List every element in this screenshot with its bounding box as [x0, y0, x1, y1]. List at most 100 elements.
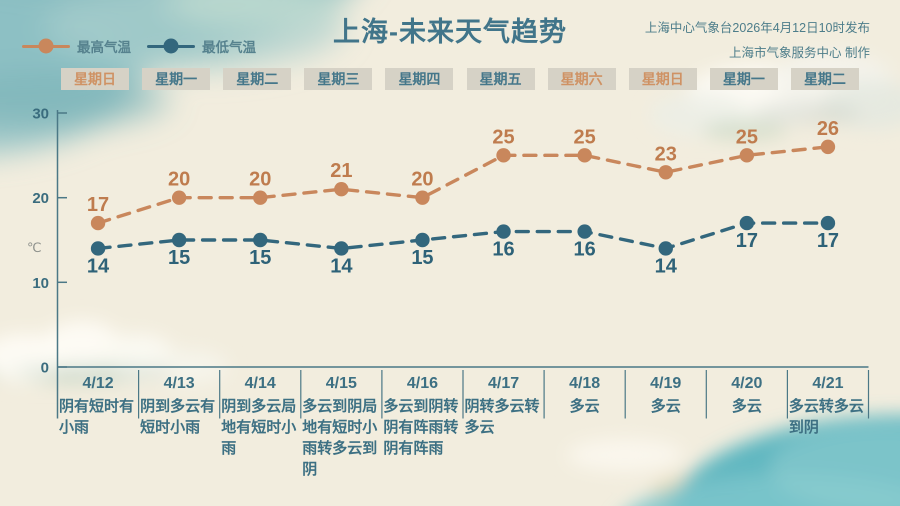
- publisher-info: 上海中心气象台2026年4月12日10时发布 上海市气象服务中心 制作: [645, 16, 870, 66]
- legend-label-max: 最高气温: [77, 40, 131, 55]
- value-label-0-2: 20: [249, 169, 271, 191]
- data-point-1-7: [658, 241, 673, 256]
- ytick-10: 10: [32, 275, 49, 292]
- forecast-cell-9: 4/21 多云转多云到阴: [789, 371, 867, 438]
- ytick-0: 0: [41, 360, 49, 377]
- data-point-0-6: [577, 148, 592, 163]
- forecast-condition-2: 阴到多云局地有短时小雨: [221, 398, 297, 457]
- forecast-condition-8: 多云: [731, 398, 762, 415]
- data-point-1-3: [334, 241, 349, 256]
- value-label-1-8: 17: [736, 230, 758, 252]
- value-label-0-7: 23: [655, 143, 677, 165]
- forecast-cell-8: 4/20 多云: [708, 371, 786, 417]
- value-label-0-8: 25: [736, 126, 758, 148]
- data-point-1-6: [577, 224, 592, 239]
- data-point-1-8: [739, 215, 755, 231]
- ytick-20: 20: [32, 190, 49, 207]
- value-label-1-6: 16: [574, 239, 596, 261]
- weekday-chip-3: 星期三: [304, 68, 373, 90]
- value-label-0-1: 20: [168, 169, 190, 191]
- value-label-1-1: 15: [168, 247, 190, 269]
- forecast-cell-3: 4/15 多云到阴局地有短时小雨转多云到阴: [302, 371, 380, 480]
- data-point-0-4: [415, 190, 430, 205]
- data-point-0-3: [334, 181, 349, 197]
- value-label-1-3: 14: [330, 255, 353, 277]
- data-point-1-0: [90, 241, 106, 256]
- cloud-top-right: [650, 52, 900, 140]
- forecast-cell-7: 4/19 多云: [627, 371, 705, 417]
- forecast-condition-4: 多云到阴转阴有阵雨转阴有阵雨: [383, 398, 459, 457]
- forecast-condition-6: 多云: [569, 398, 600, 415]
- series-line-1: [96, 221, 830, 251]
- data-point-0-0: [90, 215, 106, 231]
- forecast-condition-7: 多云: [650, 398, 681, 415]
- forecast-date-2: 4/14: [244, 375, 276, 392]
- weekday-chip-4: 星期四: [385, 68, 454, 90]
- max-temp-marker-icon: [22, 38, 70, 54]
- forecast-date-3: 4/15: [325, 375, 357, 392]
- data-point-0-2: [253, 190, 268, 205]
- legend-item-max-temp: 最高气温: [22, 36, 131, 56]
- ytick-30: 30: [32, 106, 49, 123]
- forecast-cell-6: 4/18 多云: [546, 371, 624, 417]
- min-temp-marker-icon: [147, 38, 195, 54]
- forecast-date-1: 4/13: [163, 375, 195, 392]
- value-label-1-2: 15: [249, 247, 271, 269]
- page-title: 上海-未来天气趋势: [333, 17, 567, 47]
- value-label-1-4: 15: [411, 247, 433, 269]
- data-point-0-7: [658, 165, 673, 180]
- forecast-condition-3: 多云到阴局地有短时小雨转多云到阴: [302, 398, 378, 478]
- forecast-condition-5: 阴转多云转多云: [464, 398, 540, 436]
- forecast-cell-4: 4/16 多云到阴转阴有阵雨转阴有阵雨: [383, 371, 461, 459]
- forecast-date-6: 4/18: [569, 375, 601, 392]
- weekday-chip-9: 星期二: [790, 68, 859, 90]
- issued-line: 上海中心气象台2026年4月12日10时发布: [644, 21, 870, 35]
- legend-label-min: 最低气温: [202, 40, 256, 55]
- forecast-condition-9: 多云转多云到阴: [788, 398, 864, 436]
- forecast-condition-1: 阴到多云有短时小雨: [140, 398, 216, 436]
- forecast-date-4: 4/16: [406, 375, 438, 392]
- forecast-date-0: 4/12: [82, 375, 114, 392]
- value-label-1-0: 14: [87, 255, 110, 277]
- data-point-0-5: [496, 148, 511, 163]
- chart-legend: 最高气温 最低气温: [22, 36, 256, 56]
- forecast-date-5: 4/17: [487, 375, 520, 392]
- forecast-date-8: 4/20: [731, 375, 763, 392]
- forecast-cell-1: 4/13 阴到多云有短时小雨: [140, 371, 218, 438]
- value-label-1-9: 17: [817, 230, 839, 252]
- y-axis-unit: ℃: [27, 240, 42, 255]
- data-point-1-5: [496, 224, 511, 239]
- value-label-0-6: 25: [574, 126, 596, 148]
- value-label-0-9: 26: [817, 118, 839, 140]
- data-point-1-9: [820, 215, 836, 231]
- weekday-chip-7: 星期日: [628, 68, 697, 90]
- data-point-1-4: [415, 232, 430, 248]
- wash-bottom-right: [567, 415, 900, 506]
- value-label-0-5: 25: [492, 126, 514, 148]
- forecast-cell-0: 4/12 阴有短时有小雨: [59, 371, 137, 438]
- data-point-1-2: [253, 232, 268, 248]
- series-line-0: [96, 145, 830, 225]
- value-label-0-0: 17: [87, 194, 109, 216]
- data-point-0-9: [820, 139, 836, 155]
- weekday-chip-6: 星期六: [547, 68, 616, 90]
- value-label-1-5: 16: [492, 239, 514, 261]
- weekday-chip-8: 星期一: [709, 68, 778, 90]
- data-point-0-1: [171, 190, 187, 205]
- data-point-0-8: [739, 148, 755, 163]
- forecast-condition-0: 阴有短时有小雨: [59, 398, 135, 436]
- weekday-chip-1: 星期一: [142, 68, 211, 90]
- y-axis-labels: 30 20 10 0 ℃: [27, 106, 49, 377]
- data-point-1-1: [171, 232, 187, 248]
- weekday-chip-2: 星期二: [223, 68, 292, 90]
- forecast-date-9: 4/21: [812, 375, 844, 392]
- value-label-0-4: 20: [411, 169, 433, 191]
- producer-line: 上海市气象服务中心 制作: [729, 46, 870, 60]
- forecast-cell-5: 4/17 阴转多云转多云: [465, 371, 543, 438]
- weekday-chip-5: 星期五: [466, 68, 535, 90]
- forecast-date-7: 4/19: [650, 375, 682, 392]
- value-label-1-7: 14: [655, 255, 678, 277]
